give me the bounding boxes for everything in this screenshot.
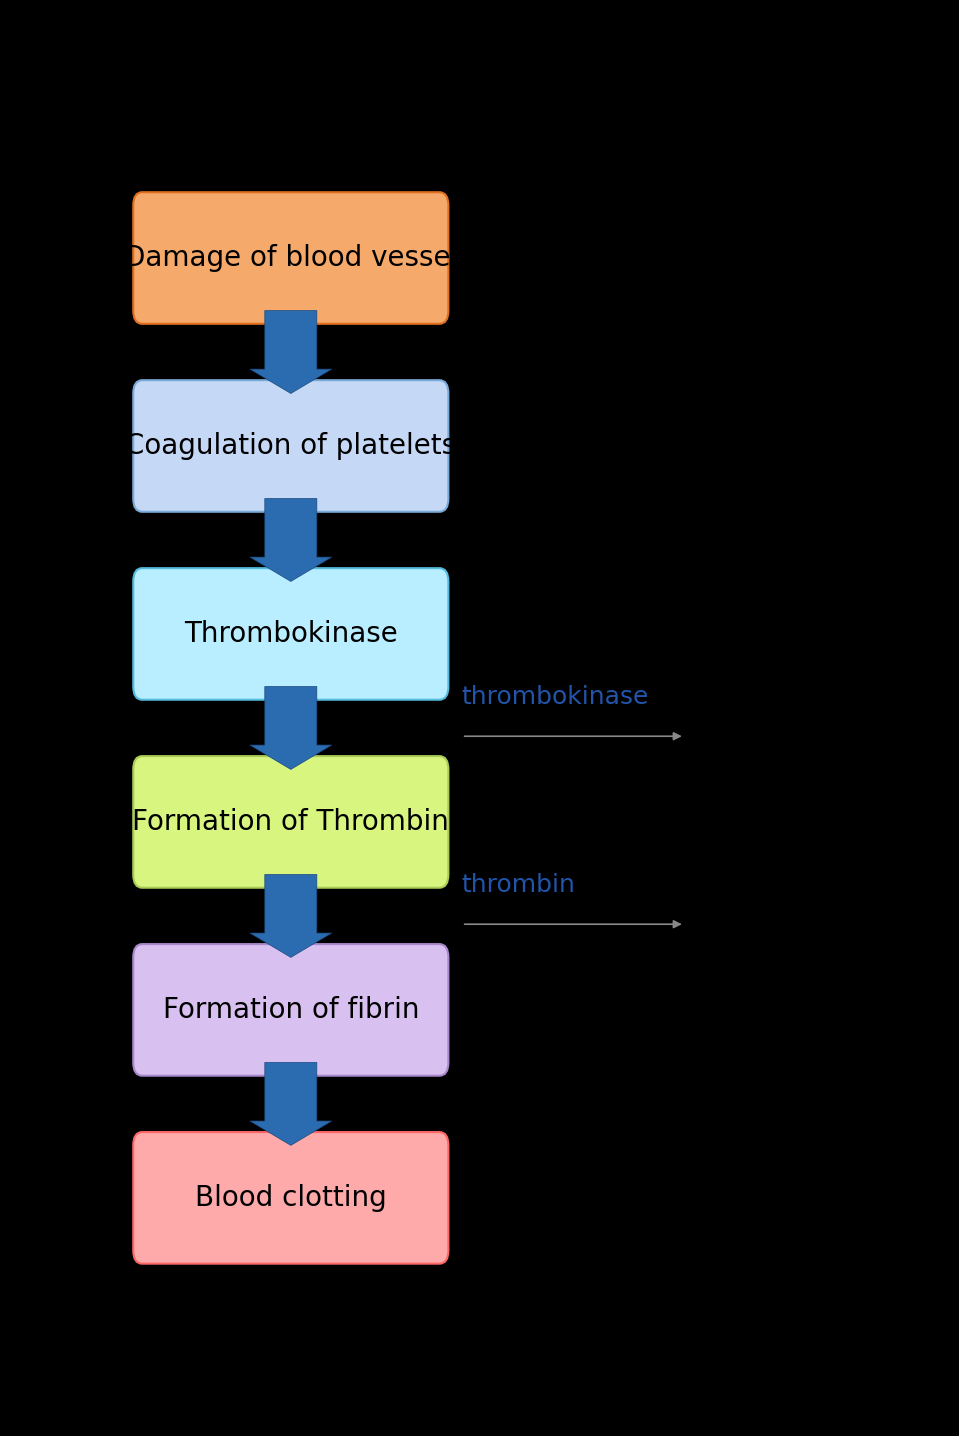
Polygon shape [250, 498, 332, 582]
Polygon shape [250, 310, 332, 393]
Polygon shape [250, 1063, 332, 1146]
FancyBboxPatch shape [133, 943, 449, 1076]
FancyBboxPatch shape [133, 757, 449, 887]
Text: Damage of blood vessel: Damage of blood vessel [124, 244, 458, 271]
Text: Blood clotting: Blood clotting [195, 1183, 386, 1212]
Text: Formation of Thrombin: Formation of Thrombin [132, 808, 449, 836]
Text: thrombokinase: thrombokinase [462, 685, 649, 708]
FancyBboxPatch shape [133, 381, 449, 511]
Polygon shape [250, 686, 332, 770]
FancyBboxPatch shape [133, 192, 449, 323]
Text: Coagulation of platelets: Coagulation of platelets [126, 432, 456, 460]
Text: Formation of fibrin: Formation of fibrin [163, 997, 419, 1024]
FancyBboxPatch shape [133, 569, 449, 699]
Text: thrombin: thrombin [462, 873, 575, 896]
Polygon shape [250, 875, 332, 958]
Text: Thrombokinase: Thrombokinase [184, 620, 398, 648]
FancyBboxPatch shape [133, 1132, 449, 1264]
